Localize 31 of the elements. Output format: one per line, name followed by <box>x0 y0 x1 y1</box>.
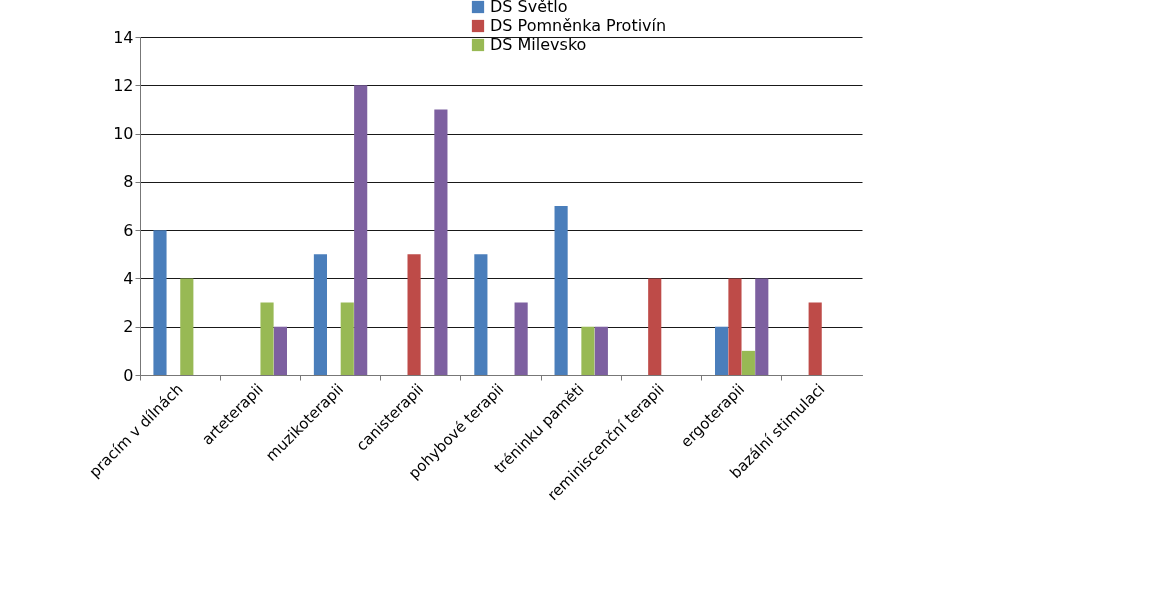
bar <box>594 326 608 375</box>
bar <box>554 206 568 375</box>
bar <box>808 302 822 375</box>
bar <box>180 278 194 375</box>
y-tick-label: 8 <box>123 172 134 192</box>
bar <box>581 326 595 375</box>
y-tick-label: 2 <box>123 317 134 337</box>
bar <box>260 302 274 375</box>
bar <box>648 278 662 375</box>
bar <box>407 254 421 375</box>
bar <box>474 254 488 375</box>
y-tick-label: 14 <box>113 27 134 47</box>
bar <box>741 350 755 375</box>
legend-label: DS Pomněnka Protivín <box>490 16 667 35</box>
bar <box>153 230 167 375</box>
legend-label: DS Světlo <box>490 0 568 16</box>
bar <box>273 326 288 375</box>
y-tick-label: 10 <box>113 124 134 144</box>
y-tick-label: 0 <box>123 365 134 385</box>
y-tick-label: 12 <box>113 75 134 95</box>
bar <box>514 302 528 375</box>
bar <box>340 302 354 375</box>
y-tick-label: 6 <box>123 220 134 240</box>
bar <box>714 326 729 375</box>
bar <box>728 278 742 375</box>
bar <box>434 109 448 375</box>
bar <box>354 85 368 375</box>
bar <box>313 254 328 375</box>
legend-label: DS Milevsko <box>490 35 587 54</box>
bar <box>755 278 769 375</box>
y-tick-label: 4 <box>123 268 134 288</box>
